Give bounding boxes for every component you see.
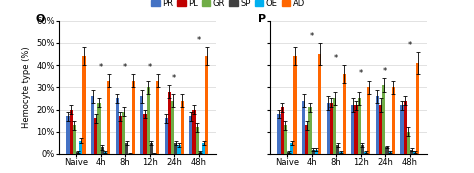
Bar bbox=[116, 98, 118, 154]
Bar bbox=[205, 56, 209, 154]
Bar bbox=[199, 152, 202, 154]
Bar bbox=[150, 143, 153, 154]
Bar bbox=[364, 152, 367, 154]
Bar bbox=[293, 56, 297, 154]
Bar bbox=[73, 125, 76, 154]
Text: *: * bbox=[408, 41, 412, 50]
Bar bbox=[382, 85, 385, 154]
Bar bbox=[171, 101, 174, 154]
Bar bbox=[277, 114, 281, 154]
Bar bbox=[339, 152, 343, 154]
Bar bbox=[281, 107, 284, 154]
Bar bbox=[330, 103, 333, 154]
Bar bbox=[361, 145, 364, 154]
Bar bbox=[318, 54, 321, 154]
Bar bbox=[76, 152, 79, 154]
Bar bbox=[376, 96, 379, 154]
Bar bbox=[416, 63, 419, 154]
Bar bbox=[168, 92, 171, 154]
Bar bbox=[290, 143, 293, 154]
Bar bbox=[189, 116, 192, 154]
Bar bbox=[82, 56, 85, 154]
Text: O: O bbox=[36, 14, 45, 24]
Text: *: * bbox=[172, 74, 176, 83]
Bar bbox=[336, 145, 339, 154]
Bar bbox=[392, 87, 395, 154]
Bar bbox=[357, 98, 361, 154]
Bar bbox=[97, 103, 100, 154]
Bar bbox=[100, 147, 104, 154]
Text: *: * bbox=[197, 36, 201, 45]
Bar bbox=[104, 152, 107, 154]
Legend: PR, PL, GR, SP, OE, AD: PR, PL, GR, SP, OE, AD bbox=[148, 0, 308, 11]
Bar bbox=[143, 114, 146, 154]
Bar bbox=[174, 143, 177, 154]
Bar bbox=[202, 143, 205, 154]
Bar bbox=[107, 81, 110, 154]
Bar bbox=[302, 101, 305, 154]
Bar bbox=[351, 105, 355, 154]
Bar bbox=[333, 98, 336, 154]
Bar bbox=[403, 101, 407, 154]
Bar bbox=[284, 125, 287, 154]
Bar bbox=[410, 149, 413, 154]
Bar bbox=[327, 103, 330, 154]
Bar bbox=[413, 152, 416, 154]
Bar bbox=[146, 87, 150, 154]
Bar bbox=[125, 143, 128, 154]
Bar bbox=[131, 81, 135, 154]
Bar bbox=[309, 107, 311, 154]
Bar bbox=[401, 105, 403, 154]
Bar bbox=[122, 112, 125, 154]
Bar bbox=[66, 116, 70, 154]
Bar bbox=[140, 96, 143, 154]
Text: *: * bbox=[310, 32, 314, 41]
Text: *: * bbox=[359, 70, 363, 79]
Bar bbox=[305, 125, 309, 154]
Text: *: * bbox=[99, 63, 103, 72]
Bar bbox=[94, 119, 97, 154]
Bar bbox=[315, 149, 318, 154]
Bar bbox=[79, 141, 82, 154]
Bar bbox=[385, 147, 389, 154]
Bar bbox=[192, 110, 196, 154]
Bar bbox=[379, 105, 382, 154]
Bar bbox=[343, 74, 346, 154]
Bar bbox=[70, 110, 73, 154]
Bar bbox=[355, 105, 357, 154]
Bar bbox=[311, 149, 315, 154]
Bar bbox=[287, 152, 290, 154]
Bar bbox=[196, 127, 199, 154]
Bar bbox=[164, 119, 168, 154]
Y-axis label: Hemocyte type (%): Hemocyte type (%) bbox=[22, 47, 31, 128]
Bar bbox=[389, 152, 392, 154]
Text: *: * bbox=[334, 54, 338, 63]
Bar bbox=[156, 81, 159, 154]
Bar bbox=[177, 145, 181, 154]
Text: *: * bbox=[383, 67, 387, 76]
Text: P: P bbox=[258, 14, 266, 24]
Bar bbox=[407, 132, 410, 154]
Bar bbox=[118, 116, 122, 154]
Text: *: * bbox=[147, 63, 152, 72]
Bar bbox=[91, 96, 94, 154]
Bar bbox=[367, 87, 370, 154]
Text: *: * bbox=[123, 63, 127, 72]
Bar bbox=[181, 101, 184, 154]
